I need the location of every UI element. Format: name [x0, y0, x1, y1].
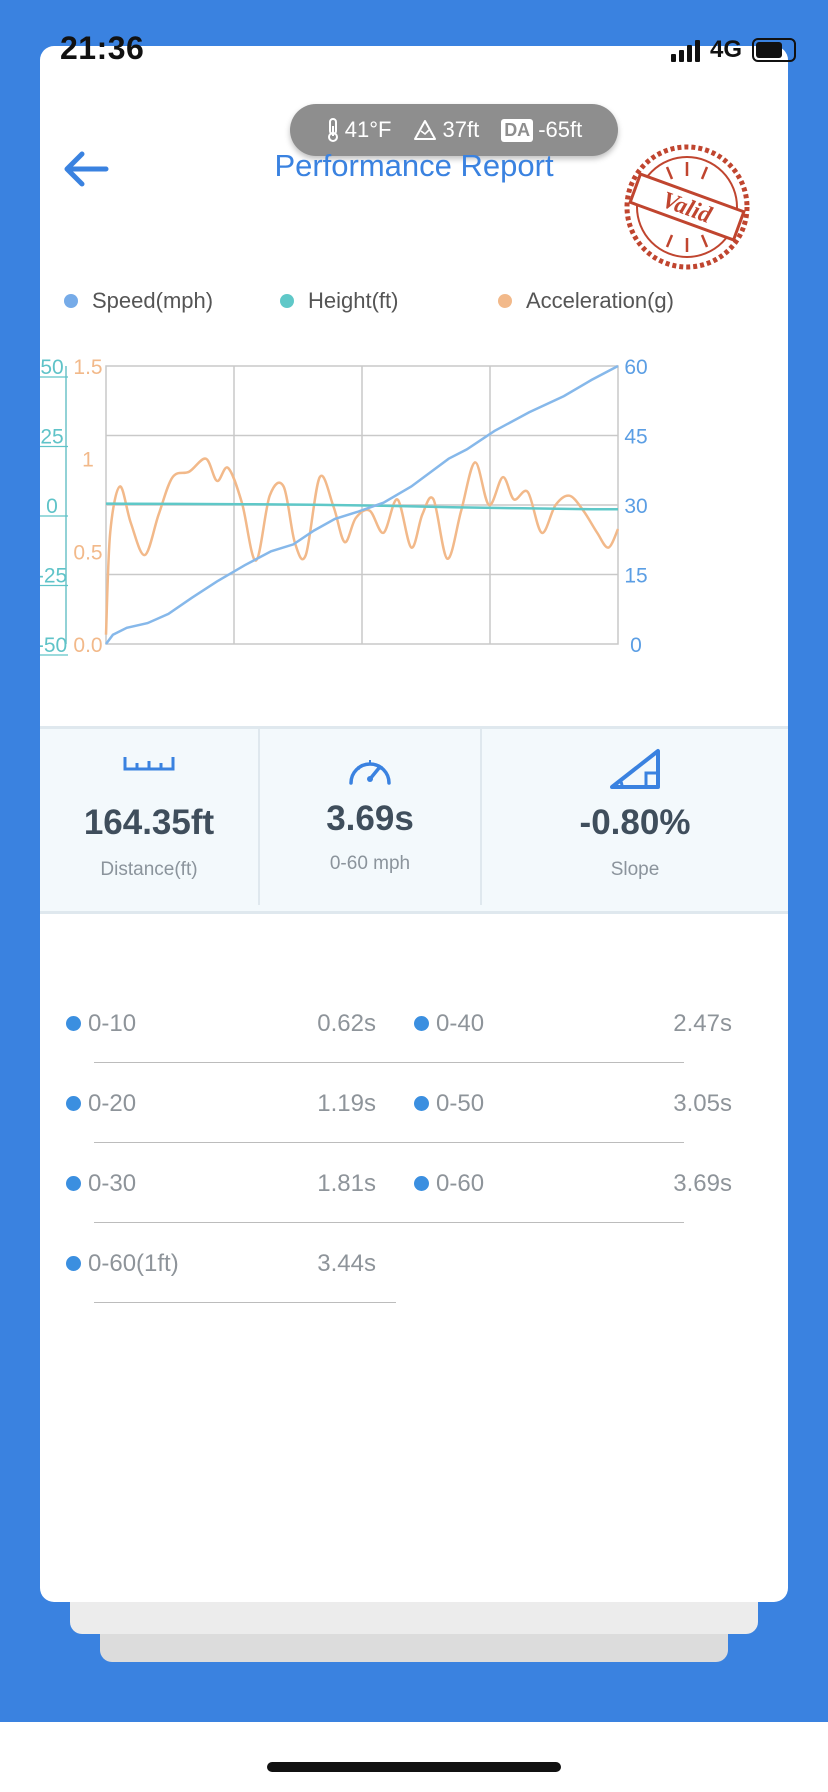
speed-series-line	[104, 364, 619, 645]
zero-to-sixty-label: 0-60 mph	[329, 853, 411, 874]
density-altitude-value: -65ft	[538, 117, 583, 142]
acceleration-tick-label: 1.5	[73, 356, 102, 379]
slope-icon	[610, 749, 660, 789]
signal-icon	[670, 38, 700, 62]
da-badge: DA	[501, 118, 534, 142]
height-tick-label: 50	[40, 356, 63, 379]
split-row: 0-20 1.19s	[66, 1086, 376, 1166]
home-bar-area	[0, 1722, 828, 1792]
split-separator	[94, 1142, 684, 1143]
split-time: 3.05s	[673, 1090, 732, 1117]
split-row: 0-50 3.05s	[414, 1086, 732, 1166]
speed-tick-label: 60	[624, 356, 647, 379]
speed-tick-label: 45	[624, 426, 647, 449]
home-indicator[interactable]	[267, 1762, 561, 1772]
density-altitude-item: DA -65ft	[501, 117, 582, 143]
split-name: 0-30	[88, 1170, 137, 1197]
status-indicators: 4G	[670, 36, 800, 64]
legend-speed[interactable]: Speed(mph)	[64, 288, 213, 314]
speed-tick-label: 15	[624, 565, 647, 588]
split-separator	[94, 1062, 684, 1063]
back-arrow-icon[interactable]	[58, 144, 112, 194]
stats-divider	[258, 729, 260, 905]
height-tick-label: 25	[40, 426, 63, 449]
acceleration-series-line	[104, 457, 620, 635]
legend-height-dot	[280, 294, 294, 308]
split-row: 0-60(1ft) 3.44s	[66, 1246, 376, 1326]
report-card: 41°F 37ft DA -65ft Performance Report Va…	[40, 46, 788, 1602]
legend-speed-dot	[64, 294, 78, 308]
split-separator	[94, 1222, 684, 1223]
stat-distance: 164.35ft Distance(ft)	[40, 729, 258, 911]
temperature-item: 41°F	[326, 117, 392, 143]
height-tick-label: -25	[40, 565, 67, 588]
legend-acceleration[interactable]: Acceleration(g)	[498, 288, 674, 314]
acceleration-tick-label: 0.5	[73, 541, 102, 564]
legend-acceleration-dot	[498, 294, 512, 308]
split-name: 0-60(1ft)	[88, 1250, 179, 1277]
split-dot	[414, 1176, 429, 1191]
legend-height-label: Height(ft)	[308, 288, 399, 313]
slope-label: Slope	[610, 859, 660, 880]
split-time: 1.19s	[317, 1090, 376, 1117]
split-time: 3.69s	[673, 1170, 732, 1197]
legend-height[interactable]: Height(ft)	[280, 288, 398, 314]
mountain-icon	[414, 120, 437, 140]
split-dot	[414, 1096, 429, 1111]
chart-ticks: 50 25 0 -25 -50 1.5 1 0.5 0.0 60 45 30 15 0	[40, 356, 648, 657]
stat-slope: -0.80% Slope	[482, 729, 788, 911]
distance-label: Distance(ft)	[100, 859, 198, 880]
stat-zero-to-sixty: 3.69s 0-60 mph	[260, 729, 480, 911]
stats-divider	[480, 729, 482, 905]
page-title: Performance Report	[274, 148, 554, 183]
split-dot	[66, 1176, 81, 1191]
split-time: 2.47s	[673, 1010, 732, 1037]
legend-speed-label: Speed(mph)	[92, 288, 214, 313]
acceleration-tick-label: 1	[82, 449, 94, 472]
altitude-item: 37ft	[413, 117, 479, 143]
thermometer-icon	[327, 118, 338, 142]
height-series-line	[105, 502, 618, 511]
network-type: 4G	[709, 36, 742, 63]
summary-stats: 164.35ft Distance(ft) 3.69s 0-60 mph -0.…	[40, 726, 788, 914]
split-dot	[66, 1256, 81, 1271]
speed-tick-label: 30	[624, 495, 647, 518]
split-time: 3.44s	[317, 1250, 376, 1277]
split-time: 1.81s	[317, 1170, 376, 1197]
speedometer-icon	[349, 760, 391, 785]
split-row: 0-40 2.47s	[414, 1006, 732, 1086]
split-dot	[66, 1096, 81, 1111]
temperature-value: 41°F	[344, 117, 392, 142]
split-name: 0-50	[436, 1090, 485, 1117]
split-row: 0-10 0.62s	[66, 1006, 376, 1086]
split-separator	[94, 1302, 396, 1303]
split-row: 0-30 1.81s	[66, 1166, 376, 1246]
valid-stamp-icon: Valid	[624, 144, 750, 270]
status-time: 21:36	[60, 30, 145, 66]
weather-pill: 41°F 37ft DA -65ft	[290, 104, 618, 156]
height-tick-label: 0	[46, 495, 58, 518]
altitude-value: 37ft	[442, 117, 480, 142]
battery-icon	[752, 38, 800, 62]
legend-acceleration-label: Acceleration(g)	[526, 288, 674, 313]
zero-to-sixty-value: 3.69s	[326, 799, 414, 838]
acceleration-tick-label: 0.0	[73, 634, 102, 657]
split-name: 0-60	[436, 1170, 485, 1197]
distance-value: 164.35ft	[83, 803, 215, 842]
split-name: 0-10	[88, 1010, 137, 1037]
split-time: 0.62s	[317, 1010, 376, 1037]
split-dot	[66, 1016, 81, 1031]
speed-tick-label: 0	[630, 634, 642, 657]
split-name: 0-40	[436, 1010, 485, 1037]
split-name: 0-20	[88, 1090, 137, 1117]
split-dot	[414, 1016, 429, 1031]
ruler-icon	[123, 757, 175, 771]
split-row: 0-60 3.69s	[414, 1166, 732, 1246]
height-tick-label: -50	[40, 634, 67, 657]
performance-chart: 50 25 0 -25 -50 1.5 1 0.5 0.0 60 45 30 15 0	[40, 356, 648, 657]
slope-value: -0.80%	[579, 803, 691, 842]
